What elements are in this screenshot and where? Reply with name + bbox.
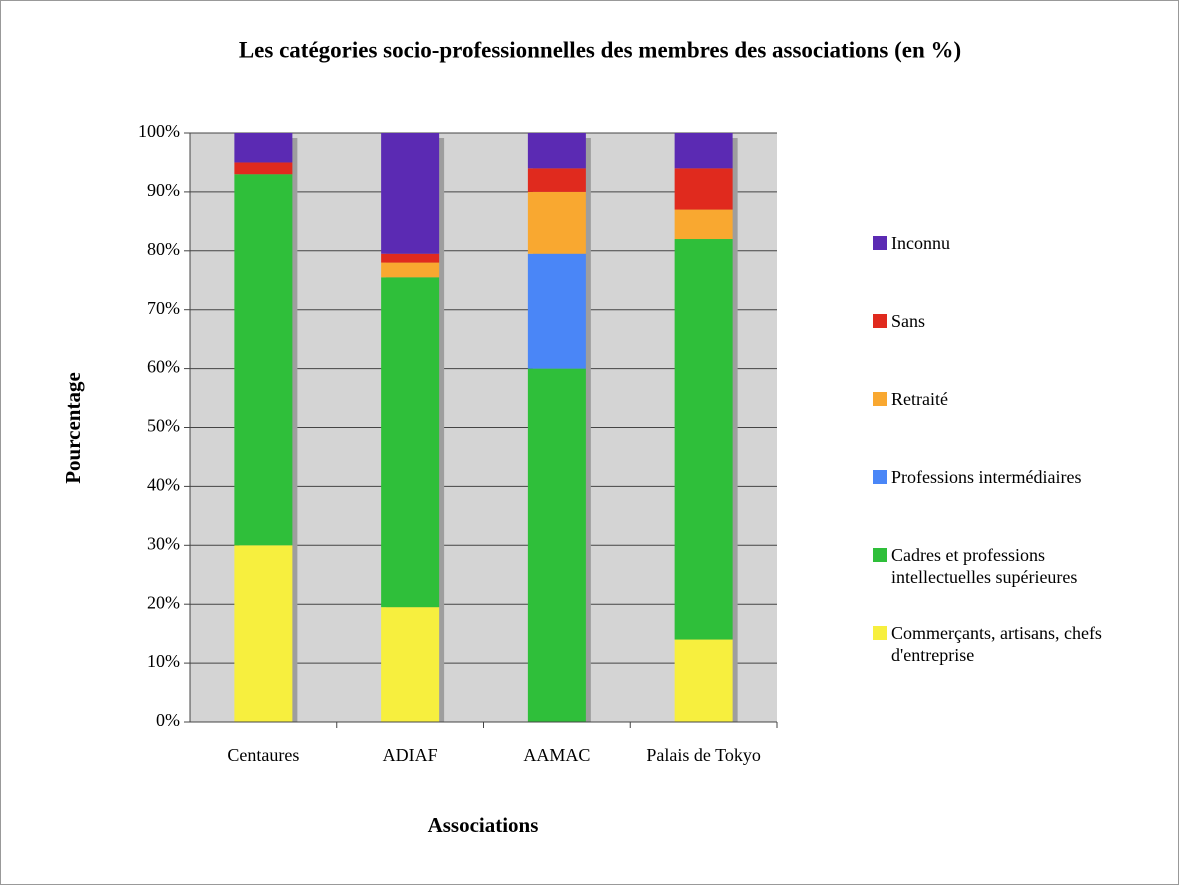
y-tick-label: 70% — [147, 298, 180, 318]
bar-segment — [234, 162, 293, 175]
bar-segment — [674, 168, 733, 210]
chart-title: Les catégories socio-professionnelles de… — [239, 37, 961, 62]
legend-label: Professions intermédiaires — [891, 467, 1082, 487]
y-tick-label: 60% — [147, 357, 180, 377]
legend-swatch — [873, 548, 887, 562]
bar-segment — [527, 133, 586, 169]
y-tick-label: 90% — [147, 180, 180, 200]
y-tick-label: 100% — [138, 121, 180, 141]
bar-segment — [674, 639, 733, 722]
bar-segment — [674, 133, 733, 169]
y-tick-label: 30% — [147, 533, 180, 553]
legend-swatch — [873, 470, 887, 484]
bar-segment — [527, 368, 586, 722]
legend-label: Commerçants, artisans, chefs d'entrepris… — [891, 623, 1102, 665]
bar-segment — [381, 262, 440, 278]
bar-segment — [527, 168, 586, 192]
bar-segment — [234, 545, 293, 722]
legend-item: Cadres et professions intellectuelles su… — [873, 544, 1143, 588]
bar-segment — [381, 133, 440, 254]
x-tick-label: Centaures — [227, 745, 300, 765]
bar-segment — [527, 253, 586, 369]
bar-segment — [527, 191, 586, 254]
bar-segment — [234, 174, 293, 546]
legend-label: Inconnu — [891, 233, 950, 253]
bar-segment — [674, 239, 733, 640]
bar-segment — [381, 607, 440, 722]
y-tick-label: 20% — [147, 592, 180, 612]
y-tick-label: 0% — [156, 710, 180, 730]
y-tick-label: 10% — [147, 651, 180, 671]
legend-swatch — [873, 626, 887, 640]
legend-item: Commerçants, artisans, chefs d'entrepris… — [873, 622, 1143, 666]
legend-item: Professions intermédiaires — [873, 466, 1143, 488]
bar-segment — [381, 277, 440, 608]
y-axis-label: Pourcentage — [61, 372, 85, 484]
y-tick-label: 80% — [147, 239, 180, 259]
legend-label: Cadres et professions intellectuelles su… — [891, 545, 1078, 587]
x-tick-label: ADIAF — [382, 745, 438, 765]
legend-label: Retraité — [891, 389, 948, 409]
x-tick-label: Palais de Tokyo — [646, 745, 761, 765]
legend-swatch — [873, 314, 887, 328]
x-tick-label: AAMAC — [523, 745, 591, 765]
y-tick-label: 50% — [147, 416, 180, 436]
bar-segment — [674, 209, 733, 240]
bar-segment — [234, 133, 293, 163]
legend-item: Sans — [873, 310, 1143, 332]
legend-swatch — [873, 392, 887, 406]
legend-item: Retraité — [873, 388, 1143, 410]
legend-label: Sans — [891, 311, 926, 331]
x-axis-label: Associations — [428, 813, 539, 837]
legend-swatch — [873, 236, 887, 250]
legend-item: Inconnu — [873, 232, 1143, 254]
bar-segment — [381, 253, 440, 263]
y-tick-label: 40% — [147, 475, 180, 495]
